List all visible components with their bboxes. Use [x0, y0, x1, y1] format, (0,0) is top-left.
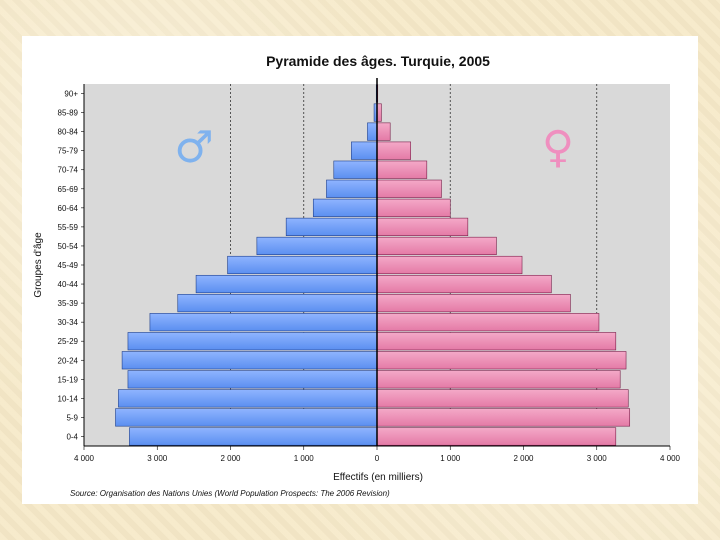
x-tick-label: 4 000	[660, 454, 681, 463]
y-tick-label: 0-4	[66, 432, 78, 441]
x-tick-label: 1 000	[294, 454, 315, 463]
y-tick-label: 60-64	[58, 204, 79, 213]
x-tick-labels: 4 000 3 000 2 000 1 000 0 1 000 2 000 3 000 4 00…	[74, 446, 681, 463]
x-tick-label: 1 000	[440, 454, 461, 463]
bar-male-55-59	[285, 217, 378, 236]
bar-female-40-44	[376, 274, 552, 294]
bar-male-45-49	[227, 255, 378, 275]
bar-female-70-74	[376, 160, 428, 179]
bar-female-10-14	[376, 389, 629, 408]
bar-female-45-49	[376, 255, 523, 275]
bar-female-75-79	[376, 141, 411, 160]
y-tick-label: 10-14	[58, 394, 79, 403]
y-tick-label: 25-29	[58, 337, 79, 346]
x-tick-label: 4 000	[74, 454, 95, 463]
bar-male-40-44	[195, 274, 378, 294]
x-tick-label: 2 000	[220, 454, 241, 463]
bar-female-30-34	[376, 313, 600, 332]
bar-female-25-29	[376, 332, 617, 351]
source-note: Source: Organisation des Nations Unies (…	[70, 489, 390, 498]
bar-male-20-24	[121, 351, 378, 370]
y-tick-labels: 0-4 5-9 10-14 15-19 20-24 25-29 30-34 35-39 40-4…	[58, 90, 84, 441]
x-tick-label: 3 000	[587, 454, 608, 463]
x-tick-label: 2 000	[513, 454, 534, 463]
male-symbol-icon: ♂	[174, 122, 213, 173]
bar-male-15-19	[127, 370, 378, 389]
bar-male-35-39	[177, 294, 378, 313]
bar-female-20-24	[376, 351, 627, 370]
bar-female-35-39	[376, 294, 571, 313]
bar-female-15-19	[376, 370, 621, 389]
y-tick-label: 40-44	[58, 280, 79, 289]
bar-male-5-9	[115, 408, 378, 427]
y-tick-label: 50-54	[58, 242, 79, 251]
y-tick-label: 35-39	[58, 299, 79, 308]
bars-group	[115, 84, 631, 446]
bar-female-0-4	[376, 427, 617, 446]
bar-female-65-69	[376, 179, 442, 198]
y-tick-label: 45-49	[58, 261, 79, 270]
chart-card: Pyramide des âges. Turquie, 2005 0-4 5-9 1…	[22, 36, 698, 504]
y-tick-label: 55-59	[58, 223, 79, 232]
bar-female-55-59	[376, 217, 469, 236]
y-tick-label: 5-9	[66, 413, 78, 422]
y-tick-label: 15-19	[58, 375, 79, 384]
y-axis-label: Groupes d'âge	[33, 232, 44, 298]
x-tick-label: 0	[375, 454, 380, 463]
bar-male-60-64	[312, 198, 378, 217]
x-axis-label: Effectifs (en milliers)	[333, 472, 423, 483]
bar-male-30-34	[149, 313, 378, 332]
y-tick-label: 90+	[64, 90, 78, 99]
bar-male-25-29	[127, 332, 378, 351]
x-tick-label: 3 000	[147, 454, 168, 463]
y-tick-label: 70-74	[58, 166, 79, 175]
female-symbol-icon: ♀	[542, 122, 574, 173]
bar-male-50-54	[256, 236, 378, 256]
bar-female-50-54	[376, 236, 497, 256]
y-tick-label: 80-84	[58, 128, 79, 137]
population-pyramid-chart: Pyramide des âges. Turquie, 2005 0-4 5-9 1…	[33, 53, 681, 498]
bar-female-5-9	[376, 408, 631, 427]
bar-female-60-64	[376, 198, 451, 217]
bar-male-0-4	[129, 427, 378, 446]
y-tick-label: 85-89	[58, 109, 79, 118]
bar-female-80-84	[376, 122, 391, 141]
y-tick-label: 20-24	[58, 356, 79, 365]
bar-male-80-84	[367, 122, 378, 141]
bar-male-10-14	[118, 389, 378, 408]
bar-male-65-69	[326, 179, 378, 198]
bar-male-70-74	[333, 160, 378, 179]
y-tick-label: 65-69	[58, 185, 79, 194]
chart-title: Pyramide des âges. Turquie, 2005	[266, 53, 490, 69]
y-tick-label: 75-79	[58, 147, 79, 156]
bar-male-75-79	[351, 141, 378, 160]
y-tick-label: 30-34	[58, 318, 79, 327]
